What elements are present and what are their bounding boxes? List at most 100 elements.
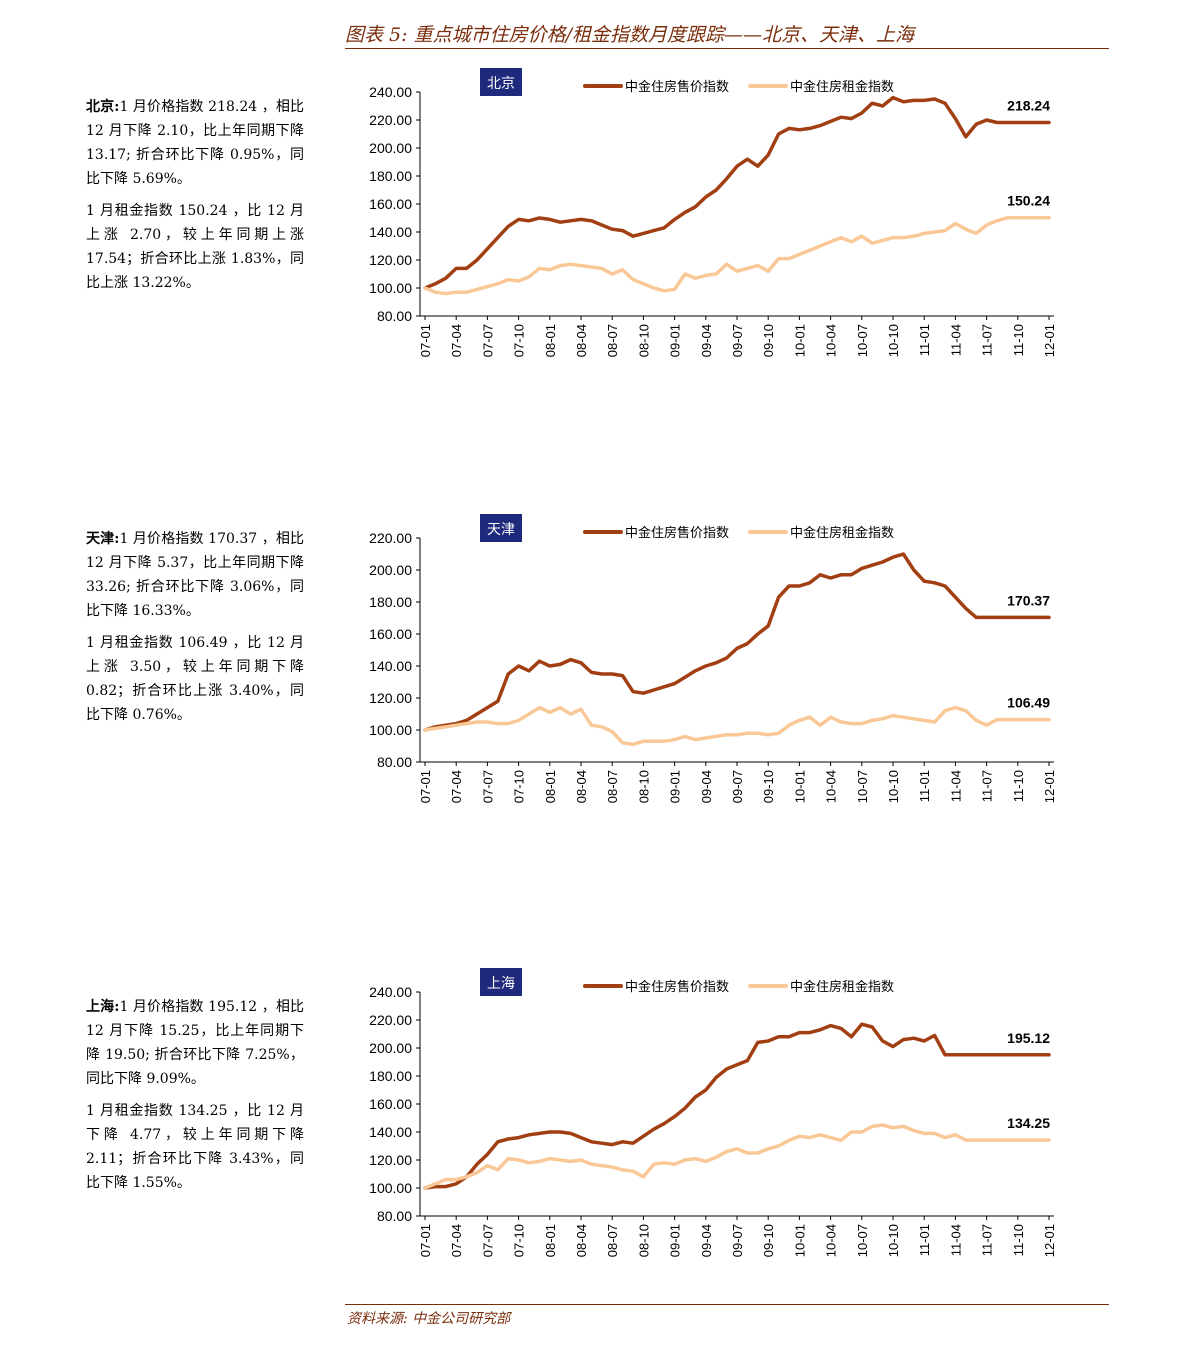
x-tick-label: 10-01	[792, 324, 807, 357]
chart-shanghai: 80.00 100.00 120.00 140.00 160.00 180.00 200.0…	[369, 968, 1057, 1257]
x-tick-label: 08-01	[543, 770, 558, 803]
city-badge-label: 上海	[487, 975, 515, 991]
legend-label: 中金住房租金指数	[790, 979, 894, 994]
y-tick-label: 240.00	[369, 84, 412, 100]
y-tick-label: 140.00	[369, 658, 412, 674]
x-tick-label: 07-04	[449, 324, 464, 357]
price-end-label: 218.24	[1007, 97, 1050, 113]
x-tick-label: 08-04	[574, 1224, 589, 1257]
y-tick-label: 80.00	[377, 1208, 412, 1224]
x-tick-label: 08-07	[605, 770, 620, 803]
x-tick-label: 07-10	[512, 324, 527, 357]
y-tick-label: 160.00	[369, 626, 412, 642]
x-tick-label: 09-10	[761, 770, 776, 803]
rent-text: 1 月租金指数 106.49 ，比 12 月上涨 3.50，较上年同期下降 0.…	[86, 635, 304, 723]
x-tick-label: 08-07	[605, 324, 620, 357]
price-end-label: 195.12	[1007, 1030, 1050, 1046]
x-tick-label: 09-07	[730, 324, 745, 357]
y-tick-label: 80.00	[377, 754, 412, 770]
x-tick-label: 10-01	[792, 770, 807, 803]
y-tick-label: 240.00	[369, 984, 412, 1000]
y-tick-label: 100.00	[369, 280, 412, 296]
x-tick-label: 07-07	[480, 1224, 495, 1257]
x-tick-label: 09-01	[668, 324, 683, 357]
x-tick-label: 12-01	[1042, 324, 1057, 357]
x-tick-label: 08-01	[543, 1224, 558, 1257]
x-tick-label: 09-01	[668, 1224, 683, 1257]
city-badge-bg	[480, 514, 522, 542]
rent-index-line	[423, 705, 1051, 747]
x-tick-label: 07-01	[418, 770, 433, 803]
rent-index-line	[423, 215, 1051, 296]
city-label: 上海:	[86, 999, 120, 1015]
rent-index-line	[423, 1123, 1051, 1190]
x-tick-label: 10-07	[855, 770, 870, 803]
x-tick-label: 10-04	[824, 324, 839, 357]
legend-label: 中金住房租金指数	[790, 525, 894, 540]
x-tick-label: 09-10	[761, 1224, 776, 1257]
city-label: 北京:	[86, 99, 120, 115]
x-tick-label: 08-01	[543, 324, 558, 357]
legend-label: 中金住房售价指数	[625, 79, 729, 94]
x-tick-label: 09-07	[730, 1224, 745, 1257]
rent-end-label: 106.49	[1007, 695, 1050, 711]
x-tick-label: 07-04	[449, 770, 464, 803]
x-tick-label: 09-04	[699, 324, 714, 357]
x-tick-label: 11-07	[980, 1224, 995, 1256]
price-text: 1 月价格指数 195.12 ，相比 12 月下降 15.25，比上年同期下降 …	[86, 999, 304, 1087]
x-tick-label: 10-01	[792, 1224, 807, 1257]
legend-label: 中金住房售价指数	[625, 979, 729, 994]
x-tick-label: 07-07	[480, 770, 495, 803]
rent-text: 1 月租金指数 134.25 ，比 12 月下降 4.77，较上年同期下降 2.…	[86, 1103, 304, 1191]
y-tick-label: 80.00	[377, 308, 412, 324]
x-tick-label: 10-04	[824, 1224, 839, 1257]
y-tick-label: 180.00	[369, 1068, 412, 1084]
x-tick-label: 11-01	[917, 1224, 932, 1256]
y-tick-label: 160.00	[369, 1096, 412, 1112]
y-tick-label: 180.00	[369, 594, 412, 610]
city-badge-label: 北京	[487, 75, 515, 91]
x-tick-label: 11-10	[1011, 1224, 1026, 1256]
x-tick-label: 08-07	[605, 1224, 620, 1257]
city-label: 天津:	[86, 531, 120, 547]
x-tick-label: 09-10	[761, 324, 776, 357]
y-tick-label: 120.00	[369, 1152, 412, 1168]
x-tick-label: 11-07	[980, 770, 995, 802]
price-end-label: 170.37	[1007, 592, 1050, 608]
title-rule	[345, 48, 1109, 49]
price-index-line	[423, 1022, 1051, 1190]
x-tick-label: 11-04	[948, 324, 963, 356]
x-tick-label: 07-01	[418, 324, 433, 357]
price-index-line	[423, 95, 1051, 290]
x-tick-label: 09-04	[699, 770, 714, 803]
chart-beijing: 80.00 100.00 120.00 140.00 160.00 180.00 200.0…	[369, 68, 1057, 357]
y-tick-label: 140.00	[369, 1124, 412, 1140]
x-tick-label: 07-07	[480, 324, 495, 357]
chart-tianjin: 80.00 100.00 120.00 140.00 160.00 180.00 200.0…	[369, 514, 1057, 803]
x-tick-label: 11-04	[948, 1224, 963, 1256]
x-tick-label: 09-04	[699, 1224, 714, 1257]
rent-end-label: 150.24	[1007, 193, 1050, 209]
x-tick-label: 10-07	[855, 324, 870, 357]
x-tick-label: 10-10	[886, 770, 901, 803]
x-tick-label: 11-07	[980, 324, 995, 356]
city-badge-bg	[480, 968, 522, 996]
price-index-line	[423, 552, 1051, 732]
x-tick-label: 08-04	[574, 324, 589, 357]
x-tick-label: 08-10	[636, 1224, 651, 1257]
y-tick-label: 220.00	[369, 530, 412, 546]
price-text: 1 月价格指数 170.37 ，相比 12 月下降 5.37，比上年同期下降 3…	[86, 531, 304, 619]
note-tianjin: 天津:1 月价格指数 170.37 ，相比 12 月下降 5.37，比上年同期下…	[86, 527, 304, 735]
y-tick-label: 200.00	[369, 562, 412, 578]
legend-label: 中金住房售价指数	[625, 525, 729, 540]
x-tick-label: 08-10	[636, 324, 651, 357]
y-tick-label: 100.00	[369, 1180, 412, 1196]
y-tick-label: 140.00	[369, 224, 412, 240]
x-tick-label: 11-10	[1011, 770, 1026, 802]
x-tick-label: 10-10	[886, 324, 901, 357]
x-tick-label: 12-01	[1042, 1224, 1057, 1257]
source-note: 资料来源: 中金公司研究部	[347, 1311, 511, 1327]
x-tick-label: 07-04	[449, 1224, 464, 1257]
x-tick-label: 09-01	[668, 770, 683, 803]
x-tick-label: 08-10	[636, 770, 651, 803]
